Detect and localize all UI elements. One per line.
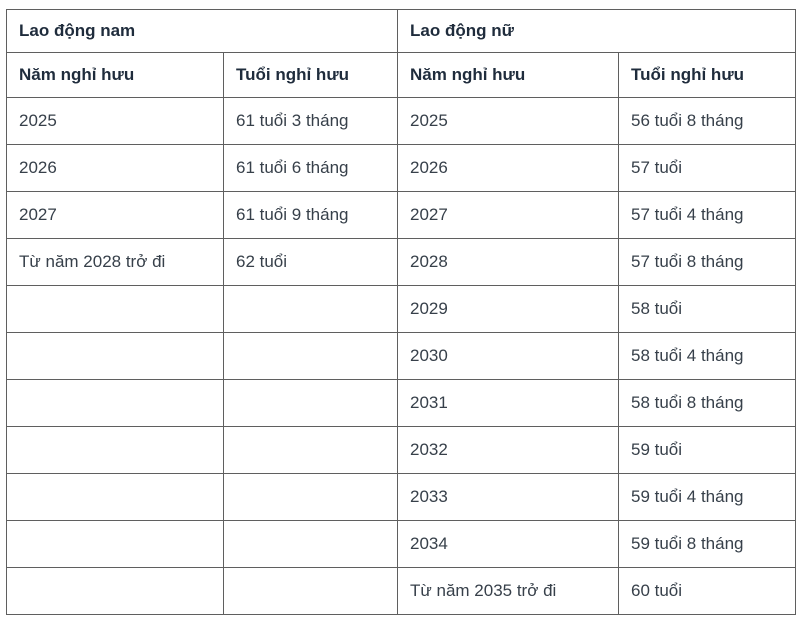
female-year-cell: 2030 bbox=[397, 332, 619, 380]
female-year-cell: 2025 bbox=[397, 97, 619, 145]
female-year-cell: 2029 bbox=[397, 285, 619, 333]
table-row: 2033 59 tuổi 4 tháng bbox=[6, 473, 796, 521]
female-age-cell: 59 tuổi 4 tháng bbox=[618, 473, 796, 521]
female-age-cell: 58 tuổi bbox=[618, 285, 796, 333]
male-year-cell: Từ năm 2028 trở đi bbox=[6, 238, 224, 286]
table-row: 2030 58 tuổi 4 tháng bbox=[6, 332, 796, 380]
female-group-title: Lao động nữ bbox=[397, 9, 796, 53]
female-year-cell: Từ năm 2035 trở đi bbox=[397, 567, 619, 615]
male-age-cell bbox=[223, 332, 398, 380]
male-age-cell bbox=[223, 520, 398, 568]
female-year-cell: 2028 bbox=[397, 238, 619, 286]
female-age-cell: 58 tuổi 4 tháng bbox=[618, 332, 796, 380]
table-row: 2034 59 tuổi 8 tháng bbox=[6, 520, 796, 568]
male-year-cell bbox=[6, 426, 224, 474]
male-group-title: Lao động nam bbox=[6, 9, 398, 53]
male-age-cell: 61 tuổi 6 tháng bbox=[223, 144, 398, 192]
male-year-cell bbox=[6, 473, 224, 521]
group-title-row: Lao động nam Lao động nữ bbox=[6, 9, 796, 53]
male-year-header: Năm nghỉ hưu bbox=[6, 52, 224, 98]
female-year-cell: 2033 bbox=[397, 473, 619, 521]
male-year-cell bbox=[6, 379, 224, 427]
female-age-cell: 57 tuổi bbox=[618, 144, 796, 192]
female-age-cell: 56 tuổi 8 tháng bbox=[618, 97, 796, 145]
male-year-cell bbox=[6, 285, 224, 333]
male-year-cell bbox=[6, 332, 224, 380]
female-age-cell: 57 tuổi 8 tháng bbox=[618, 238, 796, 286]
male-age-cell bbox=[223, 379, 398, 427]
female-age-cell: 60 tuổi bbox=[618, 567, 796, 615]
male-age-cell bbox=[223, 285, 398, 333]
column-header-row: Năm nghỉ hưu Tuổi nghỉ hưu Năm nghỉ hưu … bbox=[6, 52, 796, 98]
male-age-cell bbox=[223, 426, 398, 474]
table-row: Từ năm 2035 trở đi 60 tuổi bbox=[6, 567, 796, 615]
male-year-cell: 2026 bbox=[6, 144, 224, 192]
female-year-cell: 2032 bbox=[397, 426, 619, 474]
male-year-cell bbox=[6, 520, 224, 568]
table-row: Từ năm 2028 trở đi 62 tuổi 2028 57 tuổi … bbox=[6, 238, 796, 286]
male-year-cell: 2027 bbox=[6, 191, 224, 239]
male-age-cell: 61 tuổi 3 tháng bbox=[223, 97, 398, 145]
table-row: 2026 61 tuổi 6 tháng 2026 57 tuổi bbox=[6, 144, 796, 192]
female-age-cell: 57 tuổi 4 tháng bbox=[618, 191, 796, 239]
male-age-header: Tuổi nghỉ hưu bbox=[223, 52, 398, 98]
female-year-cell: 2026 bbox=[397, 144, 619, 192]
retirement-age-table: Lao động nam Lao động nữ Năm nghỉ hưu Tu… bbox=[6, 9, 796, 615]
female-age-cell: 58 tuổi 8 tháng bbox=[618, 379, 796, 427]
female-year-cell: 2034 bbox=[397, 520, 619, 568]
male-age-cell: 62 tuổi bbox=[223, 238, 398, 286]
male-age-cell bbox=[223, 473, 398, 521]
female-age-cell: 59 tuổi 8 tháng bbox=[618, 520, 796, 568]
female-age-cell: 59 tuổi bbox=[618, 426, 796, 474]
table-row: 2027 61 tuổi 9 tháng 2027 57 tuổi 4 thán… bbox=[6, 191, 796, 239]
table-row: 2032 59 tuổi bbox=[6, 426, 796, 474]
male-year-cell bbox=[6, 567, 224, 615]
female-year-header: Năm nghỉ hưu bbox=[397, 52, 619, 98]
female-age-header: Tuổi nghỉ hưu bbox=[618, 52, 796, 98]
table-row: 2029 58 tuổi bbox=[6, 285, 796, 333]
female-year-cell: 2027 bbox=[397, 191, 619, 239]
male-year-cell: 2025 bbox=[6, 97, 224, 145]
female-year-cell: 2031 bbox=[397, 379, 619, 427]
table-row: 2025 61 tuổi 3 tháng 2025 56 tuổi 8 thán… bbox=[6, 97, 796, 145]
table-row: 2031 58 tuổi 8 tháng bbox=[6, 379, 796, 427]
male-age-cell bbox=[223, 567, 398, 615]
male-age-cell: 61 tuổi 9 tháng bbox=[223, 191, 398, 239]
